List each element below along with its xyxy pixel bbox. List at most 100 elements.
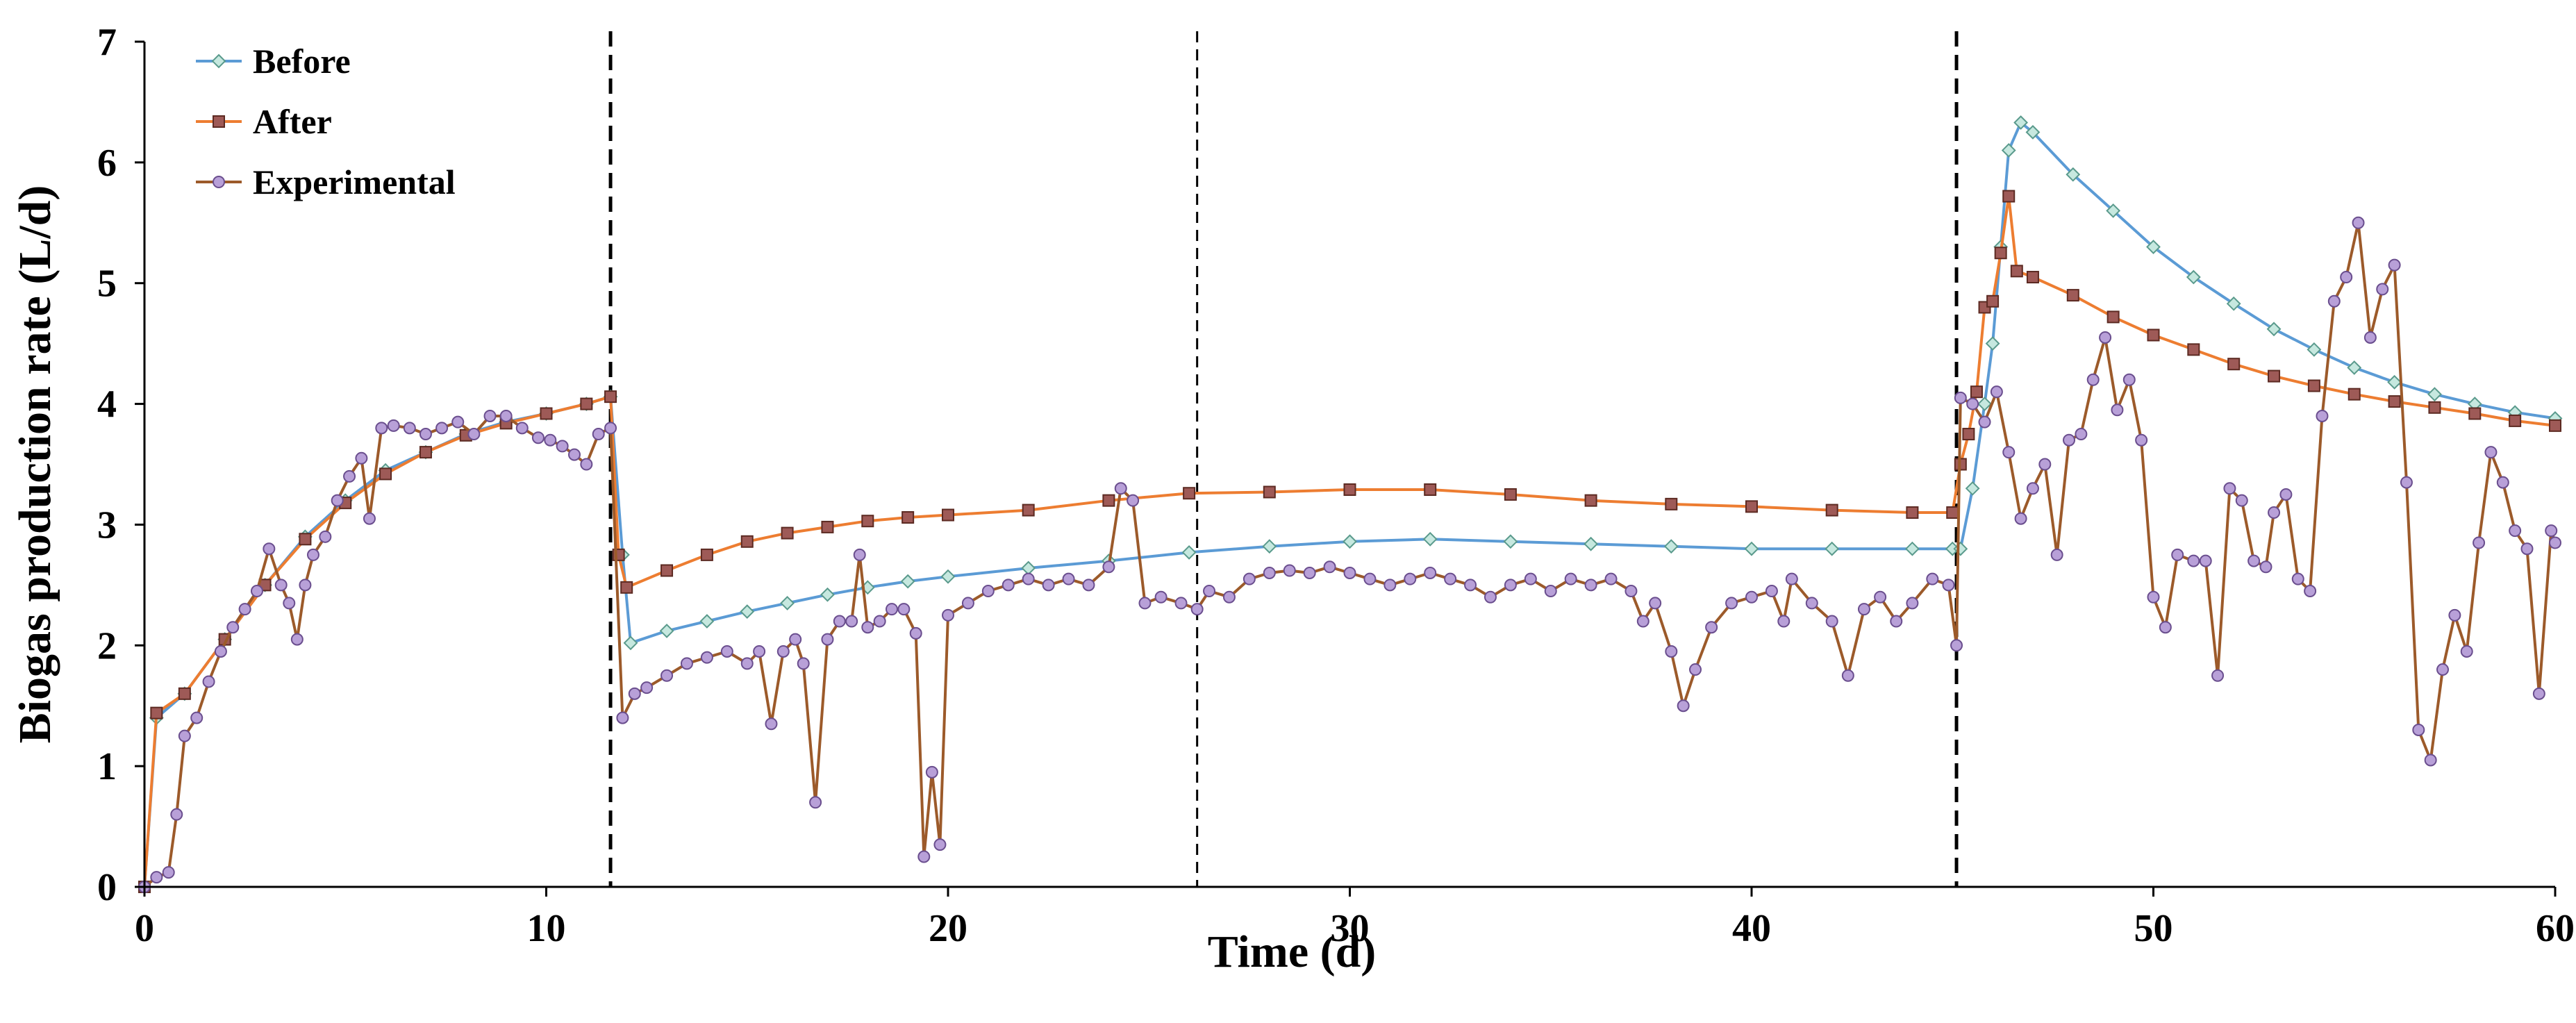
data-point-experimental <box>925 765 938 779</box>
y-tick-label: 0 <box>97 866 117 909</box>
data-point-after <box>1906 506 1919 519</box>
data-point-experimental <box>1383 579 1397 592</box>
data-point-before <box>1181 545 1197 560</box>
data-point-experimental <box>660 669 674 682</box>
data-point-experimental <box>2247 554 2261 567</box>
series-layer <box>137 115 2563 895</box>
legend-marker <box>211 53 226 69</box>
data-point-experimental <box>776 644 790 658</box>
data-point-experimental <box>467 428 481 441</box>
data-point-experimental <box>1243 572 1256 585</box>
data-point-after <box>1970 385 1983 399</box>
data-point-experimental <box>2376 283 2389 296</box>
data-point-experimental <box>1263 566 1276 579</box>
data-point-experimental <box>2340 271 2353 284</box>
data-point-experimental <box>1765 585 1778 598</box>
data-point-experimental <box>909 626 922 640</box>
data-point-experimental <box>1174 597 1188 610</box>
data-point-experimental <box>981 585 995 598</box>
data-point-after <box>2187 343 2200 356</box>
data-point-experimental <box>1138 597 1152 610</box>
data-point-experimental <box>2159 621 2172 634</box>
data-point-experimental <box>2002 446 2016 459</box>
data-point-experimental <box>1677 699 1690 713</box>
data-point-experimental <box>306 548 319 561</box>
data-point-after <box>299 533 312 546</box>
data-point-experimental <box>1343 566 1356 579</box>
data-point-experimental <box>1624 585 1638 598</box>
data-point-after <box>1504 488 1517 501</box>
data-point-experimental <box>403 422 416 435</box>
data-point-experimental <box>1665 644 1678 658</box>
data-point-experimental <box>2496 476 2509 489</box>
data-point-before <box>2347 360 2362 375</box>
series-before <box>137 115 2563 895</box>
data-point-before <box>2387 374 2402 390</box>
data-point-experimental <box>2099 331 2112 344</box>
data-point-after <box>660 564 674 577</box>
data-point-experimental <box>2327 294 2341 308</box>
data-point-after <box>1946 506 1959 519</box>
data-point-before <box>2427 387 2442 402</box>
data-point-experimental <box>202 675 215 688</box>
data-point-experimental <box>250 585 263 598</box>
data-point-after <box>2468 407 2482 420</box>
data-point-after <box>1994 247 2007 260</box>
data-point-experimental <box>2545 524 2558 538</box>
data-point-experimental <box>2135 433 2148 447</box>
data-point-experimental <box>1950 639 1963 652</box>
data-point-experimental <box>214 644 227 658</box>
x-tick-label: 50 <box>2134 907 2173 950</box>
data-point-after <box>580 397 593 410</box>
data-point-after <box>2388 395 2401 408</box>
data-point-experimental <box>1127 494 1140 507</box>
data-point-experimental <box>2509 524 2522 538</box>
data-point-experimental <box>190 711 203 724</box>
data-point-before <box>1663 539 1679 554</box>
data-point-experimental <box>170 808 183 821</box>
data-point-before <box>1422 531 1438 547</box>
data-point-experimental <box>680 657 693 670</box>
data-point-after <box>1022 504 1035 517</box>
data-point-experimental <box>1303 566 1316 579</box>
data-point-experimental <box>387 419 400 432</box>
data-point-experimental <box>2038 458 2052 471</box>
data-point-experimental <box>1990 385 2003 399</box>
data-point-experimental <box>2520 542 2534 556</box>
y-axis-title: Biogas production rate (L/d) <box>10 185 60 744</box>
data-point-after <box>1183 487 1196 500</box>
data-point-experimental <box>531 431 545 444</box>
data-point-experimental <box>419 428 432 441</box>
data-point-experimental <box>592 428 605 441</box>
legend-marker <box>213 115 225 128</box>
data-point-experimental <box>2075 428 2088 441</box>
data-point-experimental <box>263 542 276 556</box>
data-point-experimental <box>1890 615 1903 628</box>
data-point-before <box>659 624 674 638</box>
data-point-before <box>1977 397 1992 411</box>
data-point-experimental <box>809 796 822 809</box>
data-point-experimental <box>1705 621 1718 634</box>
legend-label: Before <box>253 42 351 81</box>
data-point-after <box>740 535 754 548</box>
data-point-before <box>2186 269 2201 285</box>
data-point-experimental <box>499 409 513 422</box>
data-point-experimental <box>1504 579 1517 592</box>
data-point-experimental <box>1954 391 1967 404</box>
legend-label: After <box>253 102 332 141</box>
data-point-before <box>1985 336 2000 351</box>
x-tick-label: 10 <box>527 907 566 950</box>
data-point-experimental <box>1484 590 1497 604</box>
data-point-experimental <box>845 615 858 628</box>
data-point-experimental <box>2279 488 2293 501</box>
data-point-experimental <box>1785 572 1798 585</box>
data-point-experimental <box>1464 579 1477 592</box>
data-point-experimental <box>1604 572 1618 585</box>
data-point-experimental <box>544 433 557 447</box>
data-point-experimental <box>1841 669 1854 682</box>
legend-item-after: After <box>196 102 332 141</box>
data-point-experimental <box>2086 373 2100 386</box>
data-point-experimental <box>886 603 899 616</box>
data-point-before <box>2146 240 2161 254</box>
data-point-after <box>620 581 633 594</box>
